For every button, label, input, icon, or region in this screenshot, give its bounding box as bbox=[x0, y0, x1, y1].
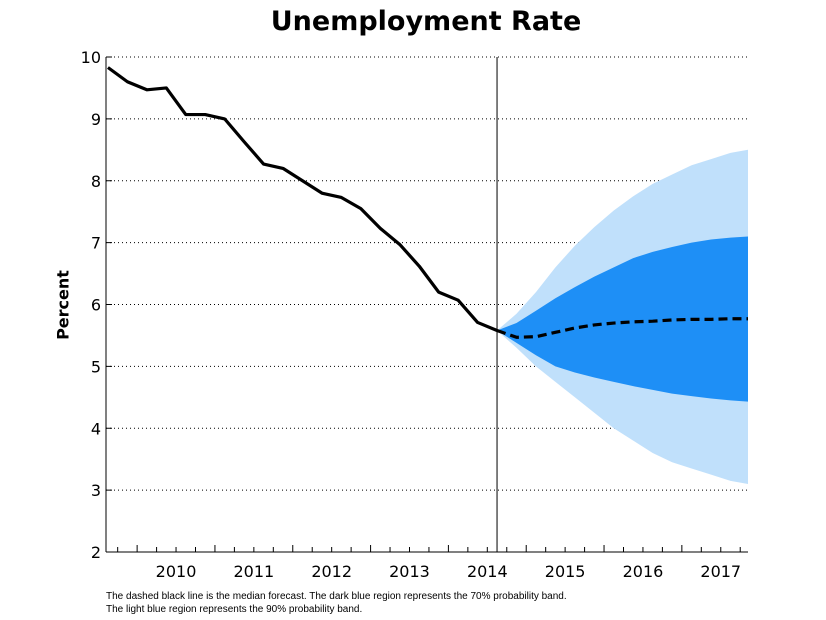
y-tick-label-4: 4 bbox=[91, 419, 101, 438]
chart-title: Unemployment Rate bbox=[270, 6, 582, 37]
band-70pct bbox=[497, 236, 748, 402]
series-lines bbox=[107, 66, 748, 339]
footnote-median: The dashed black line is the median fore… bbox=[106, 591, 567, 602]
x-tick-label-2013: 2013 bbox=[389, 562, 430, 581]
x-tick-label-2015: 2015 bbox=[545, 562, 586, 581]
y-tick-label-2: 2 bbox=[91, 543, 101, 562]
x-tick-label-2017: 2017 bbox=[700, 562, 741, 581]
x-ticks: 2010 2011 2012 2013 2014 2015 2016 2017 bbox=[117, 545, 741, 581]
y-tick-label-5: 5 bbox=[91, 357, 101, 376]
y-tick-label-10: 10 bbox=[81, 48, 101, 67]
y-tick-label-8: 8 bbox=[91, 172, 101, 191]
history-line bbox=[107, 66, 498, 332]
y-tick-label-7: 7 bbox=[91, 234, 101, 253]
x-tick-label-2010: 2010 bbox=[156, 562, 197, 581]
x-tick-label-2011: 2011 bbox=[233, 562, 274, 581]
median-forecast-line bbox=[496, 317, 748, 339]
y-tick-label-3: 3 bbox=[91, 481, 101, 500]
footnote-band: The light blue region represents the 90%… bbox=[106, 604, 363, 615]
x-tick-label-2016: 2016 bbox=[623, 562, 664, 581]
y-ticks: 2 3 4 5 6 7 8 9 10 bbox=[81, 48, 112, 562]
y-tick-label-9: 9 bbox=[91, 110, 101, 129]
x-tick-label-2012: 2012 bbox=[311, 562, 352, 581]
y-tick-label-6: 6 bbox=[91, 296, 101, 315]
forecast-bands bbox=[497, 149, 748, 484]
x-tick-label-2014: 2014 bbox=[467, 562, 508, 581]
